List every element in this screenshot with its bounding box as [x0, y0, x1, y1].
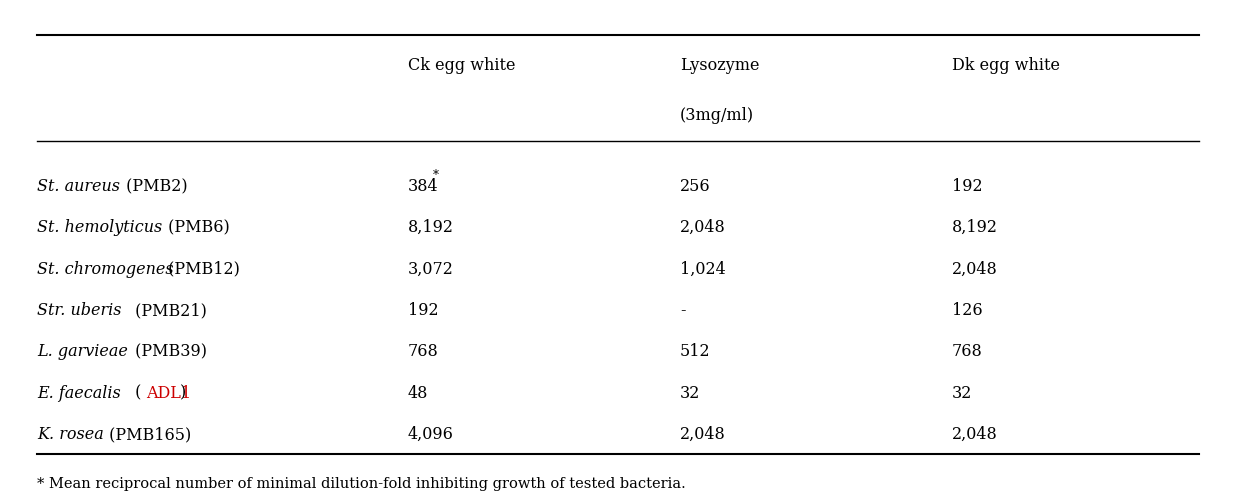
Text: 384: 384	[408, 178, 439, 195]
Text: 1,024: 1,024	[680, 261, 726, 278]
Text: ADL1: ADL1	[146, 385, 192, 402]
Text: (PMB6): (PMB6)	[163, 219, 230, 236]
Text: (PMB165): (PMB165)	[104, 426, 192, 443]
Text: E. faecalis: E. faecalis	[37, 385, 121, 402]
Text: (: (	[130, 385, 141, 402]
Text: 256: 256	[680, 178, 711, 195]
Text: 32: 32	[952, 385, 971, 402]
Text: 4,096: 4,096	[408, 426, 454, 443]
Text: Str. uberis: Str. uberis	[37, 302, 121, 319]
Text: 2,048: 2,048	[680, 426, 726, 443]
Text: 3,072: 3,072	[408, 261, 454, 278]
Text: Dk egg white: Dk egg white	[952, 57, 1059, 74]
Text: St. aureus: St. aureus	[37, 178, 120, 195]
Text: 768: 768	[952, 343, 983, 360]
Text: 8,192: 8,192	[408, 219, 454, 236]
Text: 2,048: 2,048	[680, 219, 726, 236]
Text: (3mg/ml): (3mg/ml)	[680, 107, 754, 124]
Text: 2,048: 2,048	[952, 261, 997, 278]
Text: *: *	[433, 169, 439, 182]
Text: 126: 126	[952, 302, 983, 319]
Text: Lysozyme: Lysozyme	[680, 57, 759, 74]
Text: 48: 48	[408, 385, 428, 402]
Text: 512: 512	[680, 343, 711, 360]
Text: St. hemolyticus: St. hemolyticus	[37, 219, 162, 236]
Text: 768: 768	[408, 343, 439, 360]
Text: St. chromogenes: St. chromogenes	[37, 261, 174, 278]
Text: K. rosea: K. rosea	[37, 426, 104, 443]
Text: 32: 32	[680, 385, 700, 402]
Text: 192: 192	[952, 178, 983, 195]
Text: 192: 192	[408, 302, 439, 319]
Text: (PMB39): (PMB39)	[130, 343, 206, 360]
Text: L. garvieae: L. garvieae	[37, 343, 129, 360]
Text: -: -	[680, 302, 685, 319]
Text: (PMB12): (PMB12)	[163, 261, 240, 278]
Text: 2,048: 2,048	[952, 426, 997, 443]
Text: Ck egg white: Ck egg white	[408, 57, 515, 74]
Text: (PMB2): (PMB2)	[121, 178, 188, 195]
Text: ): )	[180, 385, 187, 402]
Text: 8,192: 8,192	[952, 219, 997, 236]
Text: (PMB21): (PMB21)	[130, 302, 206, 319]
Text: * Mean reciprocal number of minimal dilution-fold inhibiting growth of tested ba: * Mean reciprocal number of minimal dilu…	[37, 477, 686, 491]
